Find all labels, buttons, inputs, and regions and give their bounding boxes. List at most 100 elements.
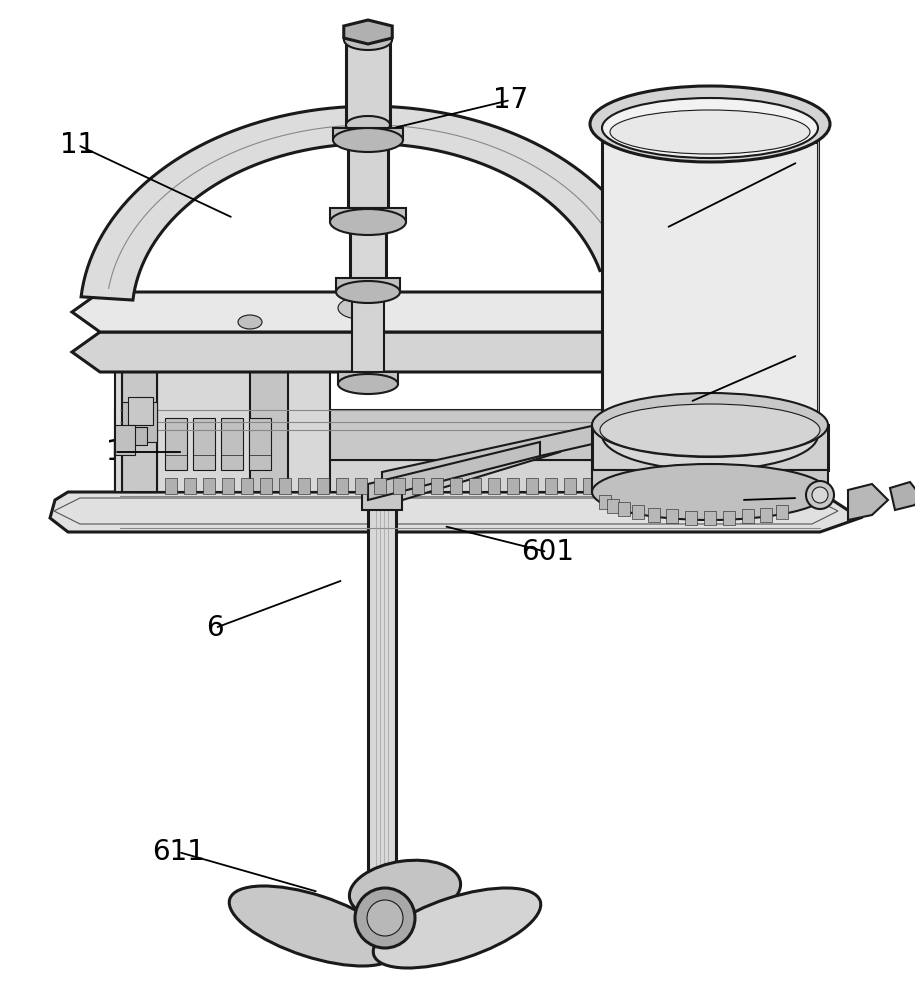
Bar	[684, 511, 696, 525]
Bar	[662, 439, 680, 484]
Bar	[469, 478, 481, 494]
Polygon shape	[115, 360, 330, 492]
Bar	[221, 418, 243, 470]
Bar	[336, 478, 348, 494]
Ellipse shape	[592, 464, 828, 520]
Bar	[545, 478, 557, 494]
Bar	[355, 478, 367, 494]
Polygon shape	[396, 438, 560, 502]
Polygon shape	[115, 345, 345, 360]
Polygon shape	[368, 442, 540, 500]
Bar	[728, 439, 746, 484]
Bar	[488, 478, 500, 494]
Polygon shape	[81, 106, 651, 300]
Bar	[241, 478, 253, 494]
Bar	[564, 478, 576, 494]
Bar	[222, 478, 234, 494]
Bar	[184, 478, 196, 494]
Polygon shape	[72, 332, 668, 372]
Ellipse shape	[610, 110, 810, 154]
Bar	[619, 502, 630, 516]
Bar	[526, 478, 538, 494]
Bar	[132, 337, 154, 492]
Ellipse shape	[346, 116, 390, 134]
Text: 601: 601	[521, 538, 574, 566]
Bar	[317, 478, 329, 494]
Bar	[621, 478, 633, 494]
Bar	[122, 402, 157, 442]
Bar	[742, 509, 754, 523]
Bar	[724, 511, 736, 525]
Polygon shape	[115, 460, 820, 492]
Ellipse shape	[336, 281, 400, 303]
Bar	[115, 427, 147, 445]
Text: 3: 3	[789, 148, 807, 176]
Polygon shape	[333, 128, 403, 140]
Bar	[602, 478, 614, 494]
Bar	[684, 439, 702, 484]
Ellipse shape	[230, 886, 397, 966]
Bar	[704, 511, 716, 525]
Ellipse shape	[350, 860, 460, 920]
Text: 6: 6	[206, 614, 224, 642]
Ellipse shape	[373, 888, 541, 968]
Polygon shape	[890, 482, 915, 510]
Bar	[598, 495, 610, 509]
Bar	[298, 478, 310, 494]
Bar	[348, 138, 388, 210]
Bar	[250, 360, 288, 492]
Bar	[260, 478, 272, 494]
Ellipse shape	[238, 315, 262, 329]
Bar	[666, 509, 678, 523]
Polygon shape	[115, 410, 820, 460]
Bar	[431, 478, 443, 494]
Bar	[128, 397, 153, 425]
Bar	[607, 498, 619, 512]
Ellipse shape	[602, 400, 818, 470]
Polygon shape	[848, 484, 888, 520]
Text: 11: 11	[60, 131, 95, 159]
Bar	[362, 488, 402, 510]
Bar	[393, 478, 405, 494]
Bar	[697, 478, 709, 494]
Ellipse shape	[330, 209, 406, 235]
Bar	[193, 418, 215, 470]
Bar	[678, 478, 690, 494]
Bar	[350, 208, 386, 280]
Bar	[279, 478, 291, 494]
Ellipse shape	[344, 30, 392, 50]
Bar	[165, 418, 187, 470]
Bar	[374, 478, 386, 494]
Bar	[203, 478, 215, 494]
Bar	[632, 505, 644, 519]
Bar	[450, 478, 462, 494]
Bar	[122, 362, 157, 492]
Polygon shape	[382, 422, 610, 492]
Bar	[776, 505, 788, 519]
Bar	[760, 508, 772, 522]
Polygon shape	[50, 492, 860, 532]
Bar	[602, 142, 818, 435]
Ellipse shape	[600, 404, 820, 456]
Polygon shape	[592, 470, 828, 492]
Polygon shape	[330, 208, 406, 222]
Circle shape	[367, 900, 403, 936]
Ellipse shape	[333, 128, 403, 152]
Bar	[368, 490, 396, 945]
Bar	[346, 40, 390, 125]
Bar	[706, 439, 724, 484]
Bar	[592, 425, 828, 470]
Ellipse shape	[592, 393, 828, 457]
Ellipse shape	[602, 98, 818, 158]
Bar	[716, 478, 728, 494]
Polygon shape	[338, 372, 398, 384]
Ellipse shape	[338, 374, 398, 394]
Bar	[249, 418, 271, 470]
Bar	[659, 478, 671, 494]
Bar	[640, 478, 652, 494]
Bar	[648, 508, 660, 522]
Polygon shape	[336, 278, 400, 292]
Polygon shape	[344, 20, 393, 44]
Circle shape	[806, 481, 834, 509]
Ellipse shape	[338, 297, 382, 319]
